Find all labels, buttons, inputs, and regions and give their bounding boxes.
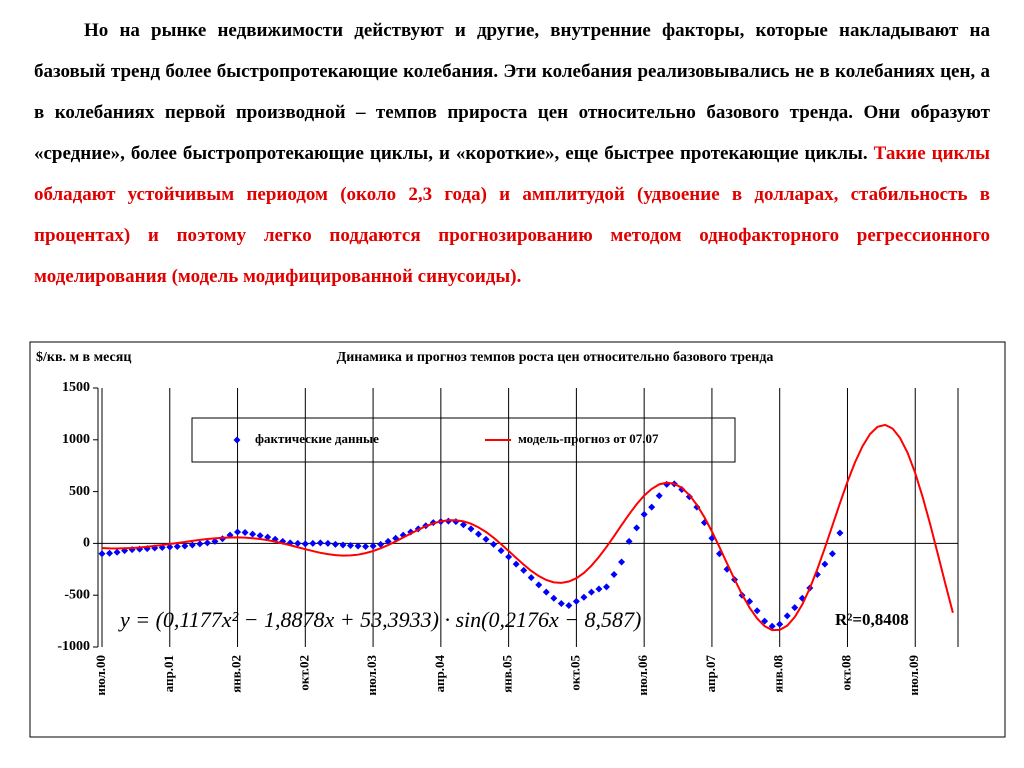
data-point (557, 599, 565, 607)
x-tick-label: апр.04 (432, 655, 447, 693)
x-tick-label: июл.03 (364, 655, 379, 696)
data-point (241, 529, 249, 537)
data-point (550, 594, 558, 602)
data-point (512, 560, 520, 568)
data-point (640, 510, 648, 518)
data-point (324, 539, 332, 547)
data-point (316, 539, 324, 547)
equation: y = (0,1177x² − 1,8878x + 53,3933) · sin… (118, 607, 641, 632)
data-point (98, 550, 106, 558)
data-point (836, 529, 844, 537)
data-point (497, 547, 505, 555)
data-point (655, 492, 663, 500)
data-point (633, 524, 641, 532)
data-point (505, 553, 513, 561)
x-tick-label: апр.07 (703, 655, 718, 693)
data-point (648, 503, 656, 511)
paragraph: Но на рынке недвижимости действуют и дру… (34, 10, 990, 297)
data-point (595, 585, 603, 593)
y-tick-label: -500 (64, 587, 90, 602)
data-point (113, 548, 121, 556)
data-point (369, 542, 377, 550)
data-point (331, 540, 339, 548)
data-point (490, 540, 498, 548)
y-tick-label: 1500 (62, 380, 90, 395)
r-squared: R²=0,8408 (835, 610, 909, 629)
data-point (166, 543, 174, 551)
data-point (587, 588, 595, 596)
data-point (482, 535, 490, 543)
x-tick-label: янв.02 (229, 655, 244, 693)
data-point (459, 521, 467, 529)
data-point (256, 532, 264, 540)
data-point (535, 581, 543, 589)
data-point (188, 541, 196, 549)
data-point (384, 537, 392, 545)
data-point (196, 540, 204, 548)
data-point (249, 530, 257, 538)
data-point (610, 570, 618, 578)
data-point (467, 525, 475, 533)
data-point (603, 583, 611, 591)
data-point (354, 542, 362, 550)
x-tick-label: окт.02 (296, 655, 311, 691)
data-point (783, 612, 791, 620)
y-axis-label: $/кв. м в месяц (36, 350, 131, 365)
data-point (346, 541, 354, 549)
legend-marker (233, 436, 241, 444)
data-point (339, 541, 347, 549)
data-point (211, 537, 219, 545)
y-tick-label: 0 (83, 536, 90, 551)
data-point (106, 549, 114, 557)
data-point (791, 604, 799, 612)
data-point (625, 537, 633, 545)
chart-title: Динамика и прогноз темпов роста цен отно… (337, 350, 774, 365)
data-point (301, 540, 309, 548)
data-point (572, 597, 580, 605)
data-point (181, 542, 189, 550)
data-point (173, 543, 181, 551)
data-point (753, 607, 761, 615)
data-point (377, 540, 385, 548)
data-point (294, 539, 302, 547)
data-point (768, 622, 776, 630)
data-point (203, 539, 211, 547)
paragraph-highlight: Такие циклы обладают устойчивым периодом… (34, 143, 991, 287)
x-tick-label: июл.00 (93, 655, 108, 696)
data-point (580, 593, 588, 601)
data-point (309, 539, 317, 547)
x-tick-label: июл.06 (635, 655, 650, 696)
y-tick-label: 1000 (62, 432, 90, 447)
legend-label: модель-прогноз от 07.07 (518, 431, 659, 446)
data-point (362, 543, 370, 551)
data-point (776, 620, 784, 628)
data-point (565, 602, 573, 610)
x-tick-label: янв.05 (500, 655, 515, 693)
paragraph-text: Но на рынке недвижимости действуют и дру… (34, 20, 990, 164)
y-tick-label: -1000 (57, 639, 90, 654)
data-point (761, 617, 769, 625)
data-point (618, 558, 626, 566)
data-point (828, 550, 836, 558)
x-tick-label: окт.08 (838, 655, 853, 691)
legend-label: фактические данные (255, 431, 379, 446)
x-tick-label: окт.05 (567, 655, 582, 691)
x-tick-label: янв.08 (771, 655, 786, 693)
chart-frame (29, 341, 1006, 738)
data-point (520, 566, 528, 574)
data-point (475, 530, 482, 538)
data-point (527, 574, 535, 582)
model-line (101, 423, 954, 632)
data-point (821, 560, 829, 568)
data-point (542, 588, 550, 596)
data-point (234, 528, 242, 536)
x-tick-label: апр.01 (161, 655, 176, 692)
x-tick-label: июл.09 (906, 655, 921, 696)
y-tick-label: 500 (69, 484, 90, 499)
